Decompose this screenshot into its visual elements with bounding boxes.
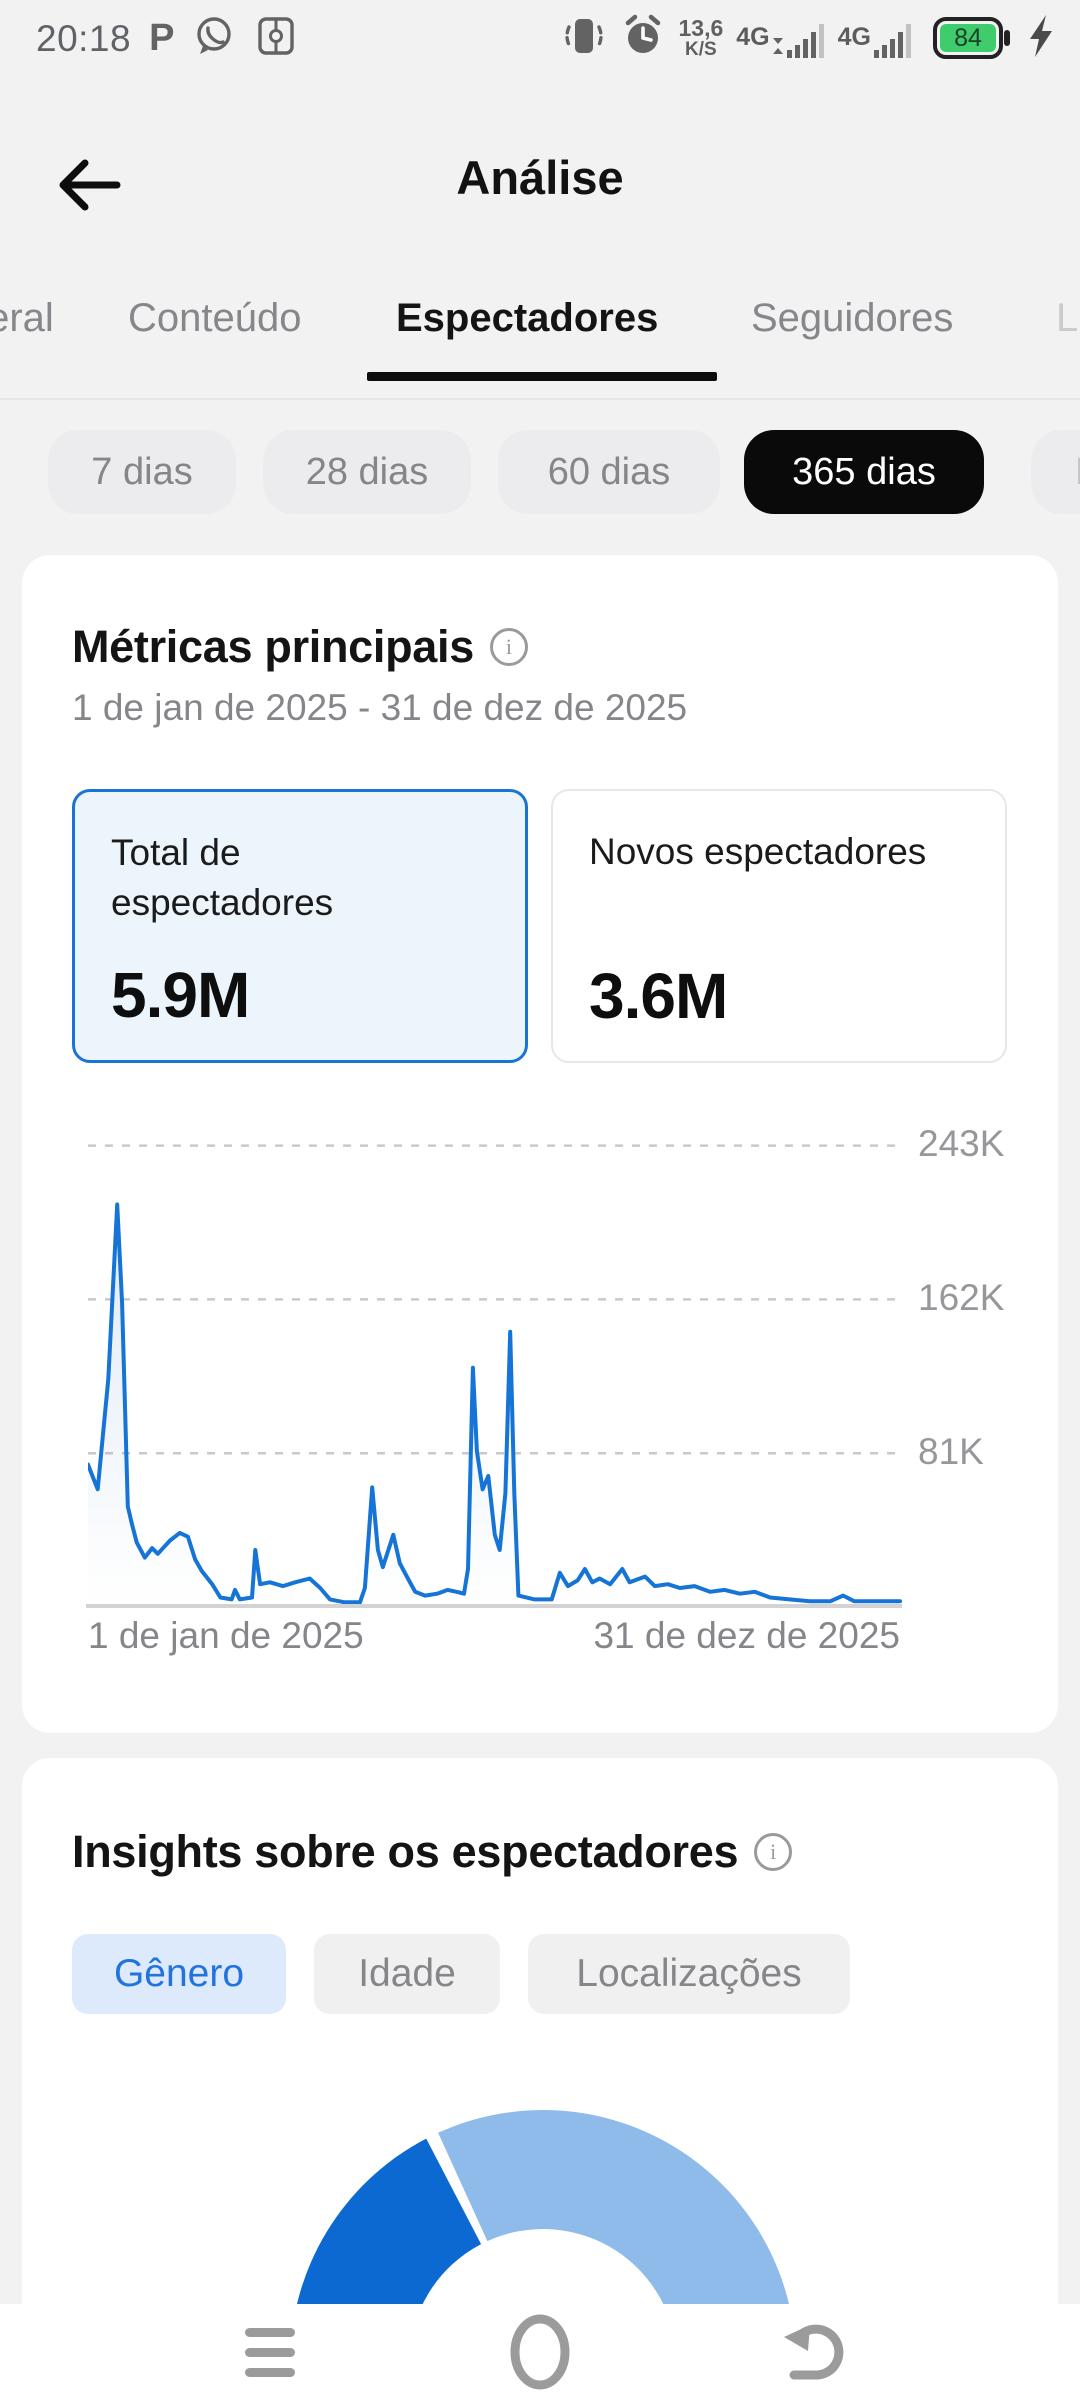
tab-conteudo[interactable]: Conteúdo <box>128 296 302 340</box>
tab-divider <box>0 398 1080 400</box>
insights-filter-idade[interactable]: Idade <box>314 1934 500 2014</box>
back-curved-icon[interactable] <box>755 2304 875 2400</box>
ytick-243k: 243K <box>918 1123 1005 1164</box>
menu-icon[interactable] <box>210 2304 330 2400</box>
active-tab-underline <box>367 372 717 381</box>
tab-seguidores[interactable]: Seguidores <box>751 296 954 340</box>
sim1-signal: 4G <box>736 14 824 62</box>
tab-live[interactable]: LIVE <box>1056 296 1080 340</box>
battery-icon: 84 <box>933 17 1011 59</box>
network-speed: 13,6 K/S <box>678 14 724 61</box>
metric-tile-total-espectadores[interactable]: Total de espectadores 5.9M <box>72 789 528 1063</box>
header: Análise <box>0 140 1080 240</box>
metrics-card: Métricas principais i 1 de jan de 2025 -… <box>22 555 1058 1733</box>
metric-tile-novos-espectadores[interactable]: Novos espectadores 3.6M <box>551 789 1007 1063</box>
metrics-date-range: 1 de jan de 2025 - 31 de dez de 2025 <box>72 687 688 728</box>
charging-bolt-icon <box>1024 13 1058 64</box>
tab-bar: Geral Conteúdo Espectadores Seguidores L… <box>0 288 1080 400</box>
filter-28-dias[interactable]: 28 dias <box>263 430 471 514</box>
tab-geral[interactable]: Geral <box>0 296 54 340</box>
insights-filter-localizacoes[interactable]: Localizações <box>528 1934 850 2014</box>
ytick-162k: 162K <box>918 1277 1005 1318</box>
alarm-icon <box>620 13 666 64</box>
sim2-signal: 4G <box>838 14 920 62</box>
p-badge-icon: P <box>149 17 175 59</box>
info-icon[interactable]: i <box>754 1833 793 1871</box>
filter-365-dias[interactable]: 365 dias <box>744 430 984 514</box>
filter-60-dias[interactable]: 60 dias <box>498 430 720 514</box>
filter-7-dias[interactable]: 7 dias <box>48 430 236 514</box>
info-icon[interactable]: i <box>489 628 528 666</box>
metric-value: 5.9M <box>111 959 250 1031</box>
xlabel-start: 1 de jan de 2025 <box>88 1615 364 1656</box>
metrics-title: Métricas principais <box>72 621 474 672</box>
chart-baseline <box>86 1604 902 1608</box>
navigation-bar <box>0 2304 1080 2400</box>
clock-time: 20:18 <box>36 17 132 59</box>
home-circle-icon[interactable] <box>480 2304 600 2400</box>
screen-record-icon <box>254 14 298 63</box>
metric-label: Total de espectadores <box>111 832 334 923</box>
status-bar: 20:18 P <box>0 0 1080 76</box>
viewers-line-chart[interactable] <box>88 1100 904 1610</box>
filter-personalizado[interactable]: Personalizado <box>1031 430 1080 514</box>
ytick-81k: 81K <box>918 1431 984 1472</box>
insights-title: Insights sobre os espectadores <box>72 1826 739 1877</box>
battery-level: 84 <box>940 24 996 52</box>
xlabel-end: 31 de dez de 2025 <box>593 1615 900 1656</box>
metric-value: 3.6M <box>589 960 728 1032</box>
back-button[interactable] <box>52 150 128 220</box>
vibrate-icon <box>561 13 607 64</box>
whatsapp-icon <box>192 14 236 63</box>
metric-label: Novos espectadores <box>589 831 927 872</box>
tab-espectadores[interactable]: Espectadores <box>396 296 659 340</box>
insights-filter-genero[interactable]: Gênero <box>72 1934 286 2014</box>
page-title: Análise <box>456 151 624 204</box>
